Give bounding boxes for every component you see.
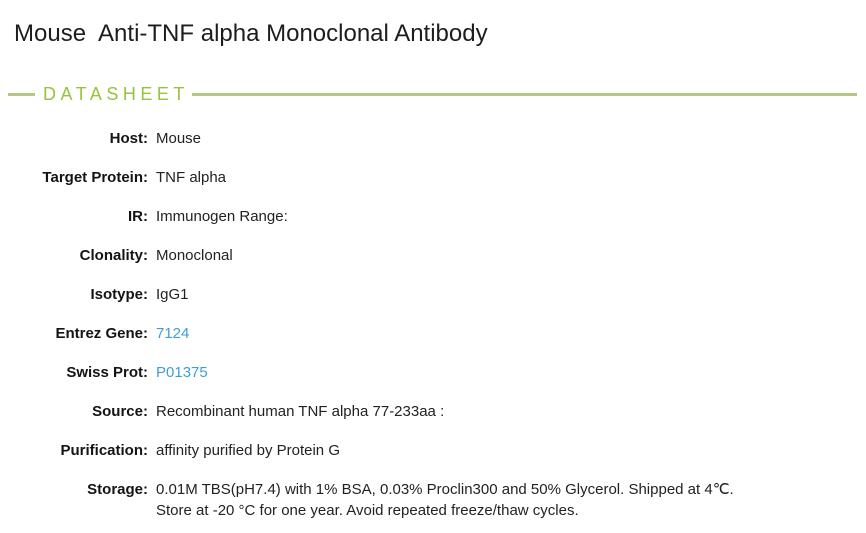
divider-line-right [191,93,857,96]
field-row-purification: Purification: affinity purified by Prote… [0,440,866,461]
field-value-isotype: IgG1 [156,286,189,303]
field-value-source: Recombinant human TNF alpha 77-233aa : [156,403,445,420]
field-label-clonality: Clonality: [79,247,148,264]
field-row-isotype: Isotype: IgG1 [0,284,866,305]
properties-list: Host: Mouse Target Protein: TNF alpha IR… [0,128,866,521]
field-label-ir: IR: [128,208,148,225]
field-label-swiss-prot: Swiss Prot: [66,364,148,381]
datasheet-heading: DATASHEET [43,84,189,104]
field-value-ir: Immunogen Range: [156,208,288,225]
field-row-ir: IR: Immunogen Range: [0,206,866,227]
datasheet-section-header: DATASHEET [8,84,857,105]
field-value-host: Mouse [156,130,202,147]
field-label-isotype: Isotype: [90,286,148,303]
field-row-entrez-gene: Entrez Gene: 7124 [0,323,866,344]
field-value-target-protein: TNF alpha [156,169,227,186]
field-row-host: Host: Mouse [0,128,866,149]
page-title: Mouse Anti-TNF alpha Monoclonal Antibody [14,20,488,47]
field-label-source: Source: [92,403,148,420]
field-label-host: Host: [109,130,148,147]
field-label-entrez-gene: Entrez Gene: [55,325,148,342]
swiss-prot-link[interactable]: P01375 [156,364,208,381]
field-row-storage: Storage: 0.01M TBS(pH7.4) with 1% BSA, 0… [0,479,866,521]
field-row-swiss-prot: Swiss Prot: P01375 [0,362,866,383]
field-row-clonality: Clonality: Monoclonal [0,245,866,266]
field-row-source: Source: Recombinant human TNF alpha 77-2… [0,401,866,422]
field-label-storage: Storage: [87,481,148,498]
field-label-purification: Purification: [60,442,148,459]
field-label-target-protein: Target Protein: [42,169,148,186]
field-value-purification: affinity purified by Protein G [156,442,340,459]
divider-line-left [8,93,35,96]
field-value-storage: 0.01M TBS(pH7.4) with 1% BSA, 0.03% Proc… [156,481,734,519]
field-value-clonality: Monoclonal [156,247,233,264]
field-row-target-protein: Target Protein: TNF alpha [0,167,866,188]
entrez-gene-link[interactable]: 7124 [156,325,190,342]
